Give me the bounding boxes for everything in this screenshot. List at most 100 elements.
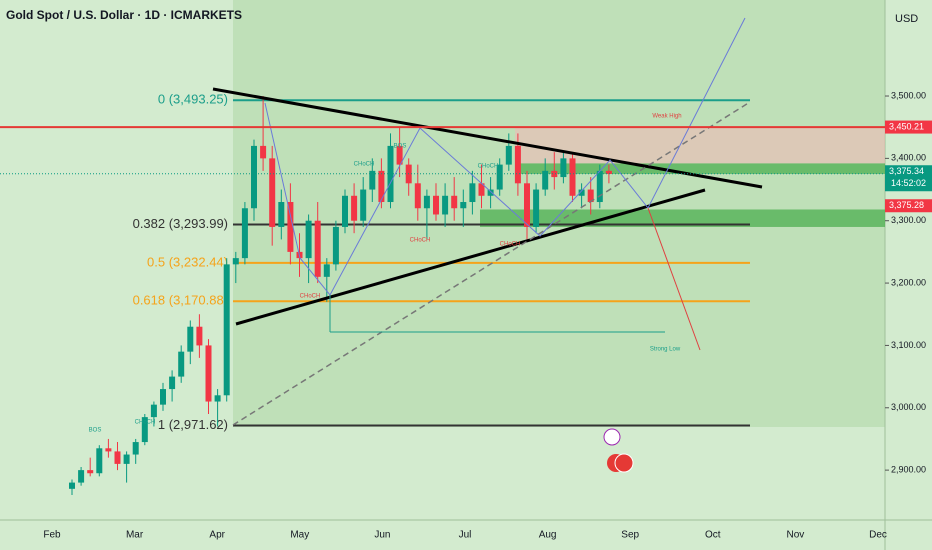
projection-down — [647, 207, 701, 351]
candle-body — [460, 202, 467, 209]
annotation: CHoCH — [354, 162, 375, 168]
price-badge — [885, 120, 932, 134]
zone — [515, 163, 885, 174]
candle-body — [551, 170, 558, 178]
x-tick-label: Jun — [374, 530, 390, 541]
price-badge-label: 3,375.28 — [889, 200, 924, 210]
annotation: CHoCH — [135, 420, 156, 426]
candle-body — [114, 451, 121, 464]
candle-body — [360, 189, 367, 221]
countdown: 14:52:02 — [891, 178, 926, 188]
candle-body — [578, 189, 585, 196]
x-tick-label: Jul — [459, 530, 472, 541]
candle-body — [160, 389, 166, 405]
price-badge-label: 3,375.34 — [889, 166, 924, 176]
x-tick-label: Feb — [43, 530, 61, 541]
candle-body — [69, 482, 75, 489]
y-tick-label: 3,000.00 — [891, 402, 926, 412]
trendline — [212, 87, 763, 189]
candle-body — [323, 264, 330, 277]
fib-label: 0.382 (3,293.99) — [133, 216, 228, 231]
candle-body — [260, 145, 267, 159]
y-tick-label: 3,400.00 — [891, 153, 926, 163]
candle-body — [105, 448, 112, 452]
candle-body — [169, 376, 176, 390]
candle-body — [396, 145, 403, 165]
candle-body — [187, 326, 194, 352]
projection-path — [264, 17, 746, 296]
candle-body — [241, 208, 248, 259]
x-tick-label: Oct — [705, 530, 721, 541]
candle-body — [141, 417, 148, 443]
candle-body — [487, 189, 494, 196]
event-icon[interactable] — [614, 453, 634, 473]
candle-body — [587, 189, 594, 203]
candle-body — [305, 220, 312, 259]
x-tick-label: Dec — [869, 530, 887, 541]
price-badge-label: 3,450.21 — [889, 121, 924, 131]
candle-body — [542, 170, 549, 190]
trendline — [235, 188, 706, 326]
candle-body — [433, 195, 439, 215]
x-tick-label: Aug — [539, 530, 557, 541]
annotation: BOS — [89, 428, 102, 434]
y-tick-label: 3,300.00 — [891, 215, 926, 225]
candle-body — [287, 202, 294, 252]
candle-body — [442, 195, 449, 215]
candle-body — [605, 170, 612, 174]
fib-label: 0.618 (3,170.88) — [133, 293, 228, 308]
candle-body — [596, 170, 603, 203]
y-tick-label: 2,900.00 — [891, 464, 926, 474]
candle-body — [423, 195, 430, 209]
candle-body — [469, 183, 476, 203]
candle-body — [351, 195, 358, 221]
candle-body — [505, 145, 512, 165]
currency: USD — [895, 13, 918, 25]
candle-body — [251, 145, 257, 209]
annotation: CHoCH — [500, 242, 521, 248]
x-tick-label: Mar — [126, 530, 144, 541]
chart-title: Gold Spot / U.S. Dollar · 1D · ICMARKETS — [6, 8, 242, 22]
time-axis — [0, 520, 885, 550]
candle-body — [78, 470, 85, 483]
price-badge — [885, 199, 932, 213]
candle-body — [205, 345, 212, 402]
annotation: CHoCH — [478, 164, 499, 170]
candle-body — [278, 202, 285, 227]
fib-label: 0.5 (3,232.44) — [147, 254, 228, 269]
candle-body — [196, 326, 203, 346]
candle-body — [214, 395, 221, 402]
candle-body — [524, 183, 530, 227]
price-badge — [885, 165, 932, 192]
fib-label: 0 (3,493.25) — [158, 92, 228, 107]
candle-body — [451, 195, 458, 209]
candle-body — [496, 164, 503, 190]
candle-body — [223, 264, 230, 396]
candle-body — [178, 351, 185, 377]
y-tick-label: 3,100.00 — [891, 340, 926, 350]
candle-body — [123, 454, 130, 464]
candle-body — [150, 404, 157, 418]
candle-body — [342, 195, 348, 227]
candle-body — [232, 258, 239, 265]
x-tick-label: Apr — [209, 530, 225, 541]
event-icon[interactable] — [603, 428, 621, 446]
candle-body — [132, 442, 139, 455]
annotation: CHoCH — [410, 238, 431, 244]
zone — [480, 209, 885, 227]
fib-label: 1 (2,971.62) — [158, 417, 228, 432]
candle-body — [378, 170, 385, 203]
price-axis — [885, 0, 932, 550]
candle-body — [560, 158, 567, 178]
dashed-trend — [232, 101, 751, 426]
y-tick-label: 3,200.00 — [891, 277, 926, 287]
candle-body — [414, 183, 421, 209]
candle-body — [533, 189, 540, 227]
y-tick-label: 3,500.00 — [891, 90, 926, 100]
candle-body — [96, 448, 103, 474]
candle-body — [87, 470, 94, 474]
annotation: BOS — [394, 144, 407, 150]
annotation: Strong Low — [650, 347, 681, 353]
x-tick-label: May — [290, 530, 309, 541]
